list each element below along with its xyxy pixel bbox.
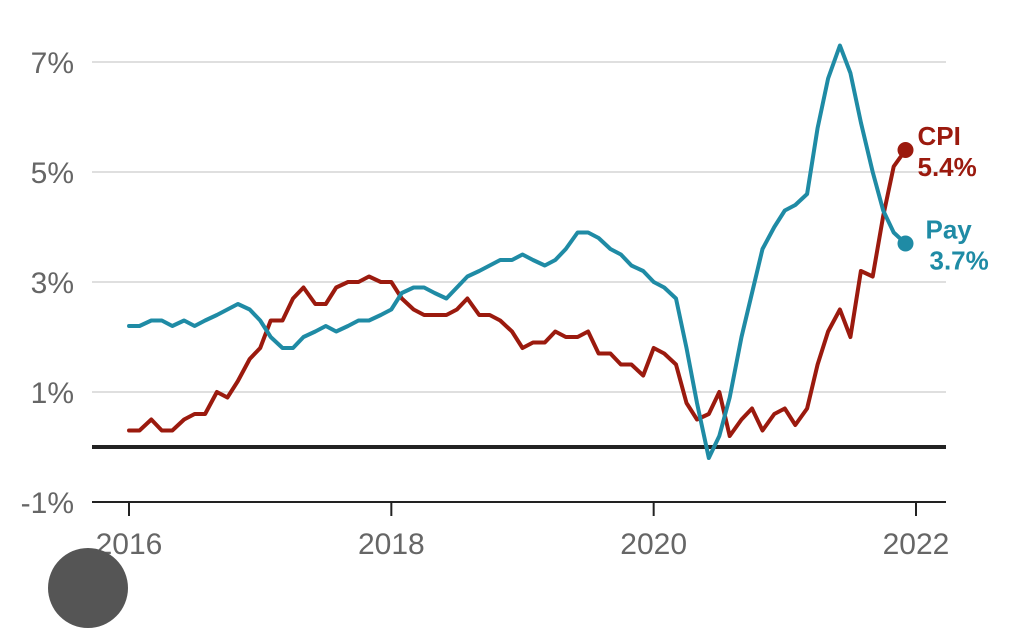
series-value-pay: 3.7%	[930, 246, 989, 276]
series-end-point-pay	[897, 235, 914, 252]
series-line-pay	[127, 43, 908, 460]
x-tick-label: 2018	[358, 528, 425, 561]
overlay-button-partial[interactable]	[48, 548, 128, 628]
series-value-cpi: 5.4%	[918, 152, 977, 182]
x-tick-label: 2022	[883, 528, 950, 561]
x-axis-tick-labels: 2016 2018 2020 2022	[96, 528, 950, 561]
y-axis-tick-labels: 7% 5% 3% 1% -1%	[21, 47, 74, 520]
y-tick-label: 7%	[31, 47, 74, 80]
x-tick-label: 2020	[620, 528, 687, 561]
series-line-cpi	[127, 148, 908, 438]
series-name-pay: Pay	[926, 215, 973, 245]
y-tick-label: 3%	[31, 267, 74, 300]
x-axis	[92, 501, 946, 516]
y-tick-label: 1%	[31, 377, 74, 410]
series-lines	[127, 43, 914, 460]
series-name-cpi: CPI	[918, 121, 961, 151]
y-tick-label: 5%	[31, 157, 74, 190]
series-end-point-cpi	[897, 142, 914, 158]
inflation-vs-pay-chart: 7%5%3%1%-1% 2016 2018 2020 2022 CPI5.4%Pay3…	[21, 43, 989, 561]
gridlines	[92, 61, 946, 449]
y-tick-label: -1%	[21, 487, 74, 520]
